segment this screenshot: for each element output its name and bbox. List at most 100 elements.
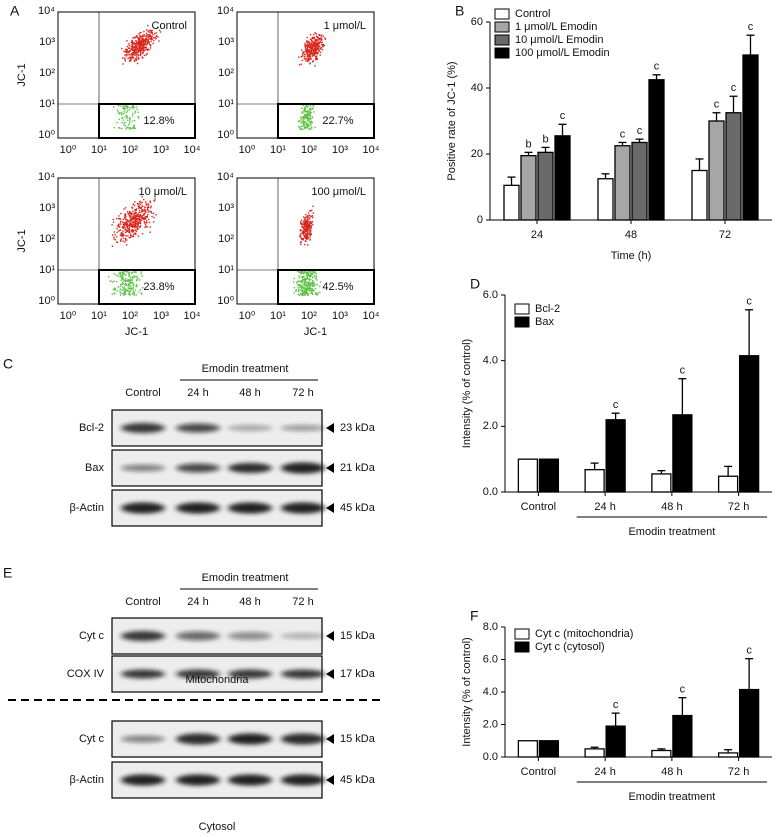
cell-dot [312, 50, 315, 53]
cell-dot [316, 36, 319, 38]
cell-dot [134, 48, 137, 51]
cell-dot [126, 227, 128, 229]
cell-dot [145, 32, 148, 35]
cell-dot [315, 40, 317, 42]
cell-dot [309, 50, 311, 52]
cell-dot [132, 288, 134, 290]
cell-dot [300, 281, 302, 283]
cell-dot [132, 107, 134, 110]
cell-dot [121, 277, 123, 280]
cell-dot [125, 225, 128, 228]
cell-dot [142, 46, 144, 49]
cell-dot [303, 279, 305, 281]
cell-dot [126, 211, 129, 213]
x-tick-label: 10² [301, 144, 317, 156]
cell-dot [292, 281, 295, 283]
cell-dot [296, 270, 299, 272]
legend-swatch [494, 8, 510, 20]
cell-dot [307, 125, 309, 127]
cell-dot [301, 279, 304, 281]
cell-dot [318, 42, 320, 45]
cell-dot [130, 58, 132, 60]
cell-dot [128, 56, 131, 59]
cell-dot [124, 125, 127, 127]
y-tick-label: 20 [471, 148, 483, 160]
cell-dot [304, 117, 307, 119]
cell-dot [146, 52, 149, 55]
cell-dot [316, 293, 318, 295]
cell-dot [122, 237, 125, 239]
cell-dot [149, 34, 151, 36]
cell-dot [308, 232, 311, 235]
arrowhead [326, 775, 334, 785]
cell-dot [305, 274, 308, 276]
cell-dot [125, 53, 128, 56]
arrowhead [326, 423, 334, 433]
cell-dot [306, 40, 308, 42]
cell-dot [142, 40, 145, 42]
cell-dot [131, 43, 133, 45]
cell-dot [133, 230, 135, 232]
cell-dot [313, 44, 315, 46]
blot-band [121, 774, 165, 786]
cell-dot [136, 214, 138, 217]
cell-dot [146, 206, 149, 209]
cell-dot [305, 237, 308, 240]
cell-dot [121, 221, 124, 223]
cell-dot [302, 271, 304, 273]
cell-dot [305, 227, 308, 230]
cell-dot [129, 231, 131, 233]
cell-dot [131, 105, 133, 107]
cell-dot [151, 38, 153, 41]
cell-dot [124, 273, 126, 275]
cell-dot [125, 231, 127, 234]
cell-dot [131, 218, 134, 220]
cell-dot [143, 30, 145, 33]
cell-dot [134, 217, 136, 219]
cell-dot [129, 277, 132, 279]
cell-dot [308, 225, 310, 227]
cell-dot [304, 289, 307, 291]
cell-dot [136, 34, 138, 37]
cell-dot [131, 55, 134, 57]
cell-dot [310, 111, 312, 114]
cell-dot [307, 220, 309, 223]
cell-dot [130, 285, 132, 288]
blot-band [176, 423, 220, 433]
cell-dot [127, 106, 129, 108]
cell-dot [308, 233, 310, 236]
cell-dot [133, 124, 135, 127]
cell-dot [313, 38, 316, 40]
cell-dot [125, 111, 128, 114]
cell-dot [311, 289, 313, 291]
cell-dot [136, 280, 138, 282]
legend-swatch [514, 628, 530, 640]
cell-dot [138, 215, 140, 217]
cell-dot [142, 287, 144, 289]
cell-dot [113, 236, 115, 238]
cell-dot [308, 227, 311, 229]
cell-dot [303, 223, 305, 226]
cell-dot [313, 41, 315, 44]
cell-dot [316, 47, 318, 49]
cell-dot [126, 45, 129, 48]
cell-dot [301, 223, 304, 225]
cell-dot [132, 56, 135, 59]
bar [597, 178, 614, 221]
cell-dot [138, 49, 140, 51]
cell-dots [292, 205, 322, 297]
cell-dot [311, 287, 313, 290]
cell-dot [314, 65, 316, 67]
cell-dot [113, 106, 115, 108]
cell-dot [119, 221, 122, 223]
cell-dot [130, 287, 133, 290]
cell-dot [314, 272, 316, 274]
cell-dot [111, 281, 114, 283]
cell-dot [116, 236, 118, 238]
cell-dot [148, 221, 151, 224]
cell-dot [308, 284, 311, 286]
cell-dot [322, 45, 324, 48]
cell-dot [135, 40, 137, 42]
cell-dot [309, 110, 311, 113]
x-tick-label: 10² [122, 144, 138, 156]
